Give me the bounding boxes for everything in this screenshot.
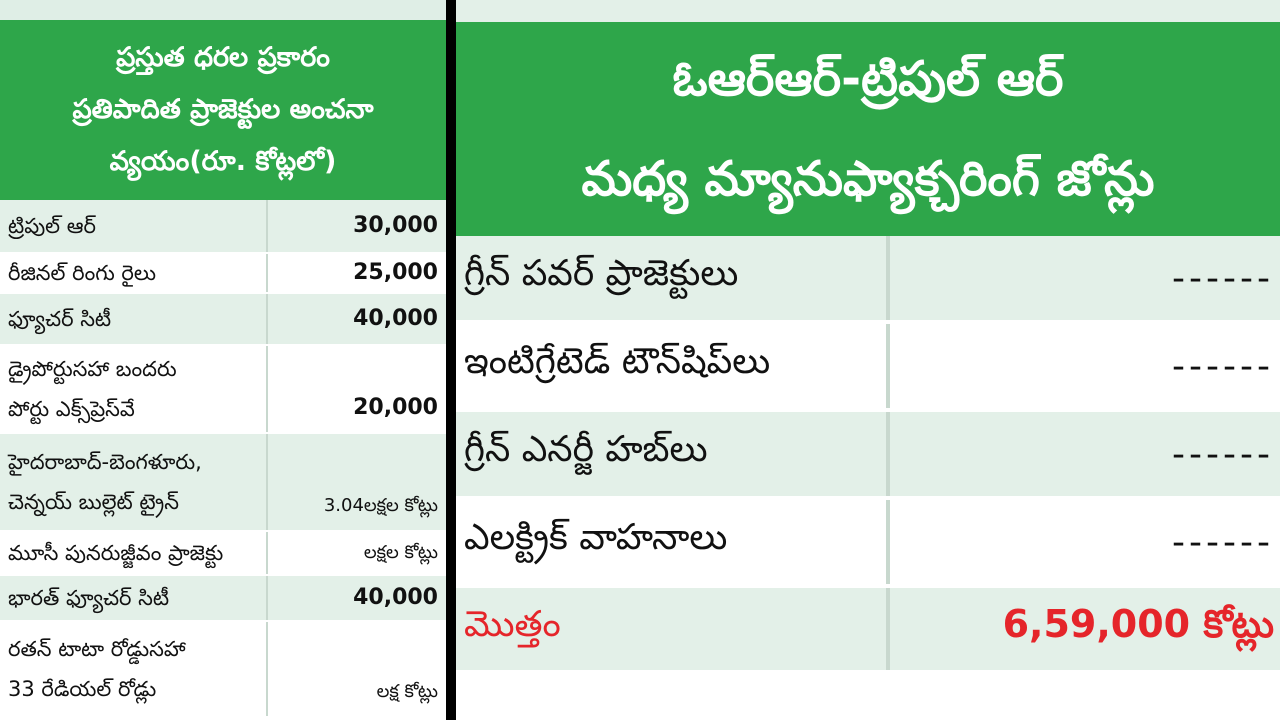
- table-row: ఎలక్ట్రిక్ వాహనాలు ------: [456, 500, 1280, 588]
- row-label: డ్రైపోర్టుసహా బందరు పోర్టు ఎక్స్‌ప్రెస్‌…: [0, 346, 268, 432]
- row-value: 40,000: [353, 306, 438, 331]
- row-label: గ్రీన్ ఎనర్జీ హబ్‌లు: [456, 412, 890, 496]
- row-value: 40,000: [353, 585, 438, 610]
- total-row: మొత్తం 6,59,000 కోట్లు: [456, 588, 1280, 674]
- row-value: ------: [1172, 521, 1274, 563]
- row-label: భారత్ ఫ్యూచర్ సిటీ: [0, 576, 268, 620]
- row-label: రీజినల్ రింగు రైలు: [0, 254, 268, 292]
- right-top-strip: [456, 0, 1280, 22]
- row-value: 3.04లక్షల కోట్లు: [323, 495, 438, 516]
- table-row: ఇంటిగ్రేటెడ్ టౌన్‌షిప్‌లు ------: [456, 324, 1280, 412]
- row-label: హైదరాబాద్-బెంగళూరు, చెన్నయ్ బుల్లెట్ ట్ర…: [0, 434, 268, 530]
- table-row: హైదరాబాద్-బెంగళూరు, చెన్నయ్ బుల్లెట్ ట్ర…: [0, 434, 446, 532]
- right-table-header: ఓఆర్ఆర్-ట్రిపుల్ ఆర్ మధ్య మ్యానుఫ్యాక్చర…: [456, 22, 1280, 236]
- right-header-line: మధ్య మ్యానుఫ్యాక్చరింగ్ జోన్లు: [581, 151, 1155, 207]
- row-label: మూసీ పునరుజ్జీవం ప్రాజెక్టు: [0, 532, 268, 574]
- right-zones-table: గ్రీన్ పవర్ ప్రాజెక్టులు ------ ఇంటిగ్రే…: [456, 236, 1280, 674]
- left-header-line: వ్యయం(రూ. కోట్లలో): [109, 146, 337, 177]
- left-header-line: ప్రస్తుత ధరల ప్రకారం: [116, 42, 330, 73]
- row-value: ------: [1172, 257, 1274, 299]
- table-row: భారత్ ఫ్యూచర్ సిటీ 40,000: [0, 576, 446, 622]
- table-row: డ్రైపోర్టుసహా బందరు పోర్టు ఎక్స్‌ప్రెస్‌…: [0, 346, 446, 434]
- table-row: గ్రీన్ ఎనర్జీ హబ్‌లు ------: [456, 412, 1280, 500]
- row-label: ఎలక్ట్రిక్ వాహనాలు: [456, 500, 890, 584]
- row-label: రతన్ టాటా రోడ్డుసహా 33 రేడియల్ రోడ్లు: [0, 622, 268, 716]
- row-label: గ్రీన్ పవర్ ప్రాజెక్టులు: [456, 236, 890, 320]
- row-label: ఫ్యూచర్ సిటీ: [0, 294, 268, 344]
- panel-divider: [446, 0, 456, 720]
- left-cost-table-panel: ప్రస్తుత ధరల ప్రకారం ప్రతిపాదిత ప్రాజెక్…: [0, 0, 446, 720]
- row-value: ------: [1172, 345, 1274, 387]
- table-row: రీజినల్ రింగు రైలు 25,000: [0, 254, 446, 294]
- row-value: లక్షల కోట్లు: [363, 542, 438, 563]
- table-row: ఫ్యూచర్ సిటీ 40,000: [0, 294, 446, 346]
- row-value: ------: [1172, 433, 1274, 475]
- row-label: ట్రిపుల్ ఆర్: [0, 200, 268, 252]
- table-row: గ్రీన్ పవర్ ప్రాజెక్టులు ------: [456, 236, 1280, 324]
- left-cost-table: ట్రిపుల్ ఆర్ 30,000 రీజినల్ రింగు రైలు 2…: [0, 200, 446, 718]
- right-zones-panel: ఓఆర్ఆర్-ట్రిపుల్ ఆర్ మధ్య మ్యానుఫ్యాక్చర…: [456, 0, 1280, 720]
- row-label: ఇంటిగ్రేటెడ్ టౌన్‌షిప్‌లు: [456, 324, 890, 408]
- row-value: లక్ష కోట్లు: [376, 681, 438, 702]
- table-row: మూసీ పునరుజ్జీవం ప్రాజెక్టు లక్షల కోట్లు: [0, 532, 446, 576]
- left-table-header: ప్రస్తుత ధరల ప్రకారం ప్రతిపాదిత ప్రాజెక్…: [0, 20, 446, 200]
- row-value: 30,000: [353, 213, 438, 238]
- table-row: రతన్ టాటా రోడ్డుసహా 33 రేడియల్ రోడ్లు లక…: [0, 622, 446, 718]
- row-value: 25,000: [353, 260, 438, 285]
- total-value: 6,59,000 కోట్లు: [1002, 602, 1274, 646]
- table-row: ట్రిపుల్ ఆర్ 30,000: [0, 200, 446, 254]
- right-header-line: ఓఆర్ఆర్-ట్రిపుల్ ఆర్: [672, 51, 1064, 107]
- left-header-line: ప్రతిపాదిత ప్రాజెక్టుల అంచనా: [72, 94, 374, 125]
- row-value: 20,000: [353, 395, 438, 420]
- left-top-strip: [0, 0, 446, 20]
- total-label: మొత్తం: [456, 588, 890, 670]
